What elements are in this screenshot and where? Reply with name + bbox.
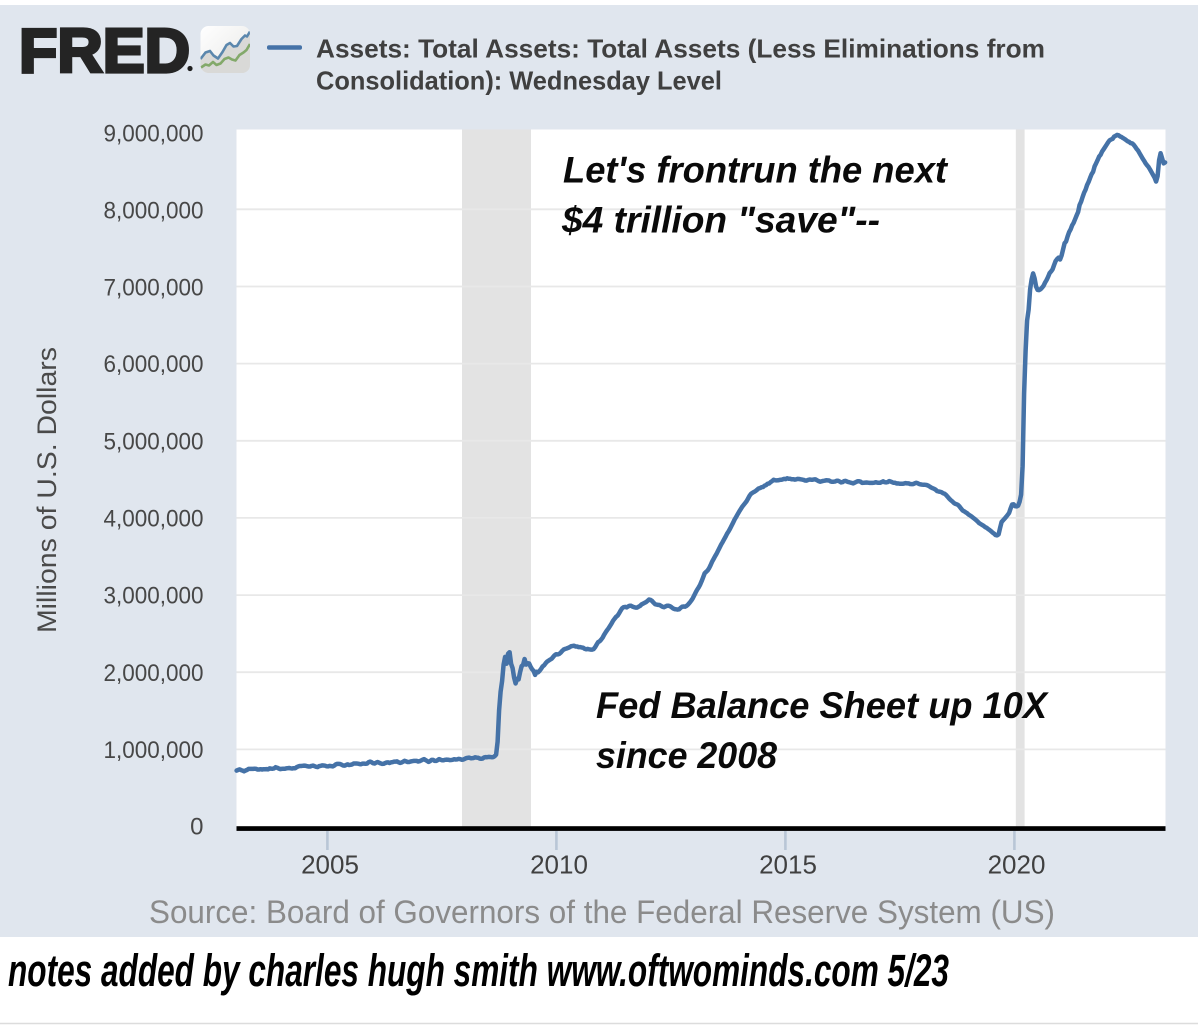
svg-text:Millions of U.S. Dollars: Millions of U.S. Dollars [32, 347, 62, 633]
svg-text:5,000,000: 5,000,000 [104, 428, 204, 455]
svg-text:2020: 2020 [988, 850, 1046, 880]
svg-text:0: 0 [190, 814, 203, 841]
svg-text:2015: 2015 [759, 850, 817, 880]
svg-text:$4 trillion "save"--: $4 trillion "save"-- [561, 199, 880, 240]
svg-text:9,000,000: 9,000,000 [104, 121, 204, 148]
svg-text:Fed Balance Sheet up 10X: Fed Balance Sheet up 10X [596, 685, 1049, 726]
svg-text:Source: Board of Governors of: Source: Board of Governors of the Federa… [149, 894, 1055, 930]
svg-text:7,000,000: 7,000,000 [104, 274, 204, 301]
svg-text:since 2008: since 2008 [596, 735, 777, 776]
svg-text:1,000,000: 1,000,000 [104, 737, 204, 764]
svg-text:Consolidation): Wednesday Leve: Consolidation): Wednesday Level [316, 66, 722, 96]
svg-text:Assets: Total Assets: Total As: Assets: Total Assets: Total Assets (Less… [316, 34, 1045, 64]
svg-text:Let's frontrun the next: Let's frontrun the next [563, 150, 949, 191]
svg-text:2010: 2010 [530, 850, 588, 880]
svg-text:4,000,000: 4,000,000 [104, 506, 204, 533]
svg-text:8,000,000: 8,000,000 [104, 198, 204, 225]
svg-text:6,000,000: 6,000,000 [104, 351, 204, 378]
svg-text:3,000,000: 3,000,000 [104, 583, 204, 610]
svg-text:notes added by charles hugh sm: notes added by charles hugh smith www.of… [8, 945, 949, 996]
svg-text:2005: 2005 [301, 850, 359, 880]
svg-text:FRED: FRED [19, 17, 190, 86]
svg-text:2,000,000: 2,000,000 [104, 660, 204, 687]
